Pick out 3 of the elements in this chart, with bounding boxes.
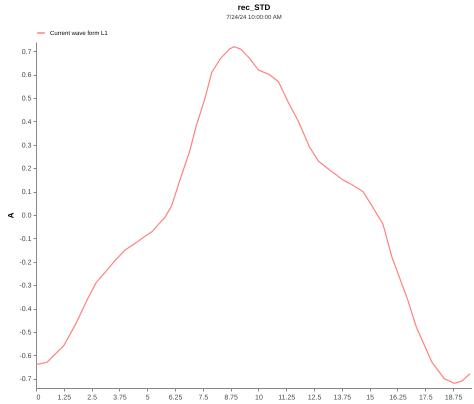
chart-title: rec_STD [238, 3, 270, 12]
line-series [36, 46, 470, 384]
y-axis-title: A [6, 212, 16, 218]
